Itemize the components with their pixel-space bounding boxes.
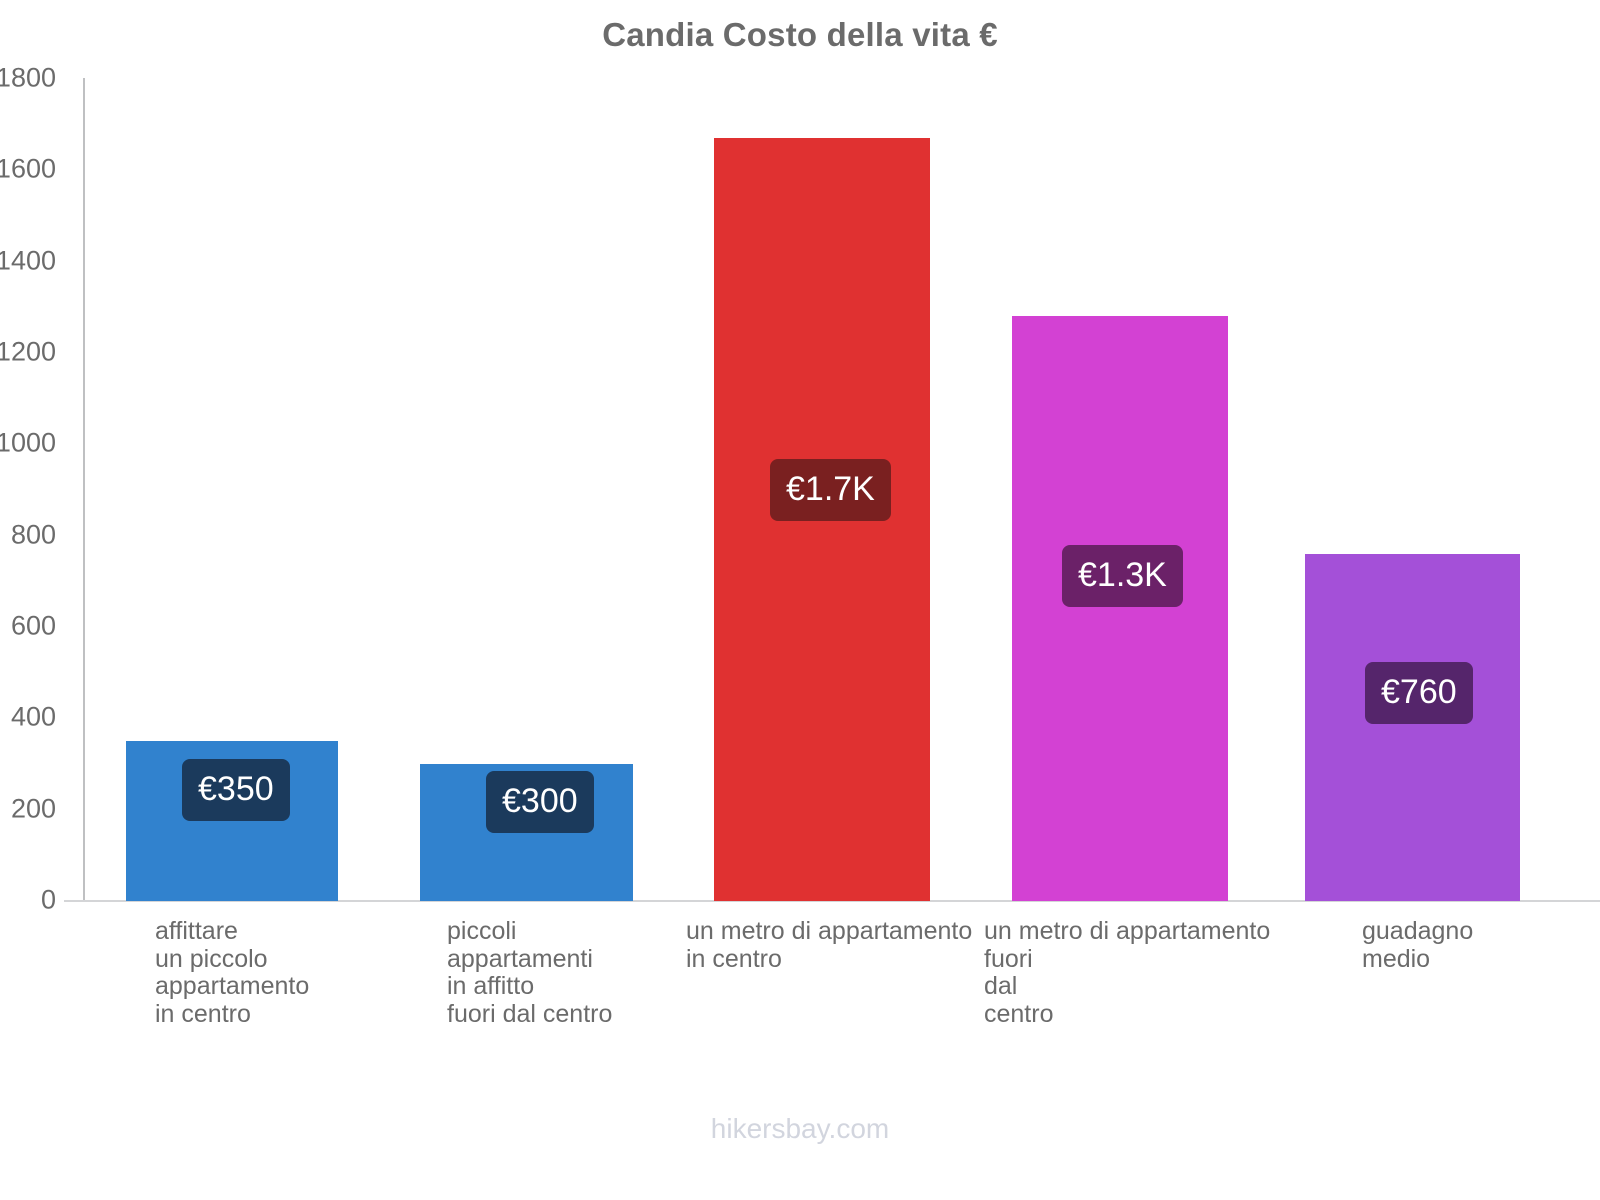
x-axis-category-label: guadagno medio bbox=[1362, 917, 1474, 973]
bar-value-label: €1.7K bbox=[770, 459, 891, 521]
bar-value-label: €1.3K bbox=[1062, 545, 1183, 607]
x-axis-category-label: piccoli appartamenti in affitto fuori da… bbox=[447, 917, 613, 1028]
bars-group: €350 €300 €1.7K €1.3K €760 bbox=[126, 138, 1520, 901]
y-axis-tick: 400 bbox=[10, 701, 56, 732]
x-axis-baseline bbox=[64, 900, 1600, 902]
chart-title: Candia Costo della vita € bbox=[602, 16, 998, 53]
watermark: hikersbay.com bbox=[710, 1113, 890, 1144]
y-axis-tick: 1200 bbox=[0, 336, 56, 367]
y-axis-tick: 1800 bbox=[0, 62, 56, 93]
x-axis-category-label: un metro di appartamento fuori dal centr… bbox=[984, 917, 1271, 1028]
bar[interactable] bbox=[1012, 316, 1228, 901]
y-axis-tick: 800 bbox=[10, 519, 56, 550]
bar-value-label: €300 bbox=[486, 771, 594, 833]
y-axis-tick: 0 bbox=[40, 884, 56, 915]
bar[interactable] bbox=[1305, 553, 1520, 901]
x-axis-category-label: un metro di appartamento in centro bbox=[686, 917, 973, 973]
y-axis-tick: 200 bbox=[10, 793, 56, 824]
y-axis-line bbox=[83, 78, 85, 900]
bar-value-label: €350 bbox=[182, 759, 290, 821]
y-axis-tick: 600 bbox=[10, 610, 56, 641]
x-axis-category-labels: affittare un piccolo appartamento in cen… bbox=[0, 917, 1600, 1068]
y-axis-tick: 1600 bbox=[0, 153, 56, 184]
bar-value-label: €760 bbox=[1365, 662, 1473, 724]
y-axis-tick-labels: 0 200 400 600 800 1000 1200 1400 1600 1800 bbox=[0, 0, 68, 1200]
y-axis-tick: 1400 bbox=[0, 245, 56, 276]
x-axis-category-label: affittare un piccolo appartamento in cen… bbox=[155, 917, 310, 1028]
y-axis-tick: 1000 bbox=[0, 427, 56, 458]
